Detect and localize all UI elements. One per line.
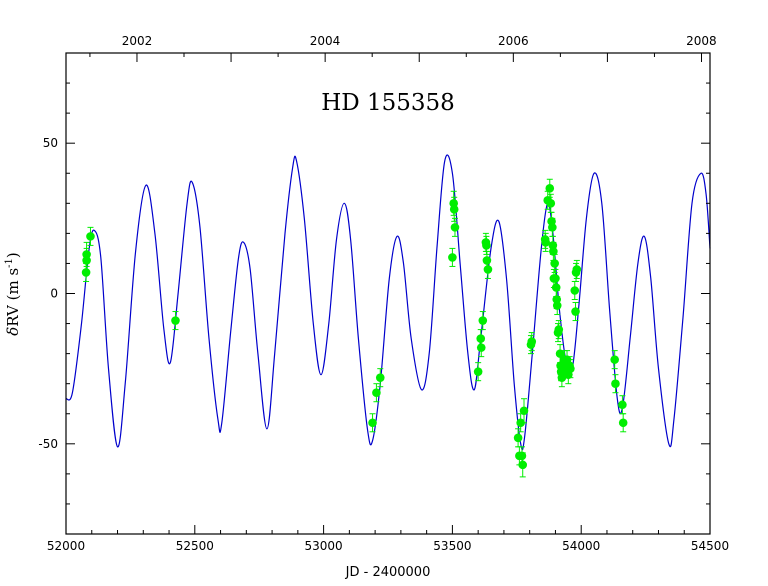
y-label-greek: δ — [4, 327, 22, 336]
data-marker — [549, 247, 558, 256]
chart-title: HD 155358 — [321, 90, 455, 116]
data-marker — [372, 388, 381, 398]
y-tick-label: 50 — [43, 136, 58, 150]
data-marker — [566, 364, 575, 373]
rv-data-point — [618, 395, 627, 415]
rv-data-point — [473, 362, 483, 382]
rv-data-point — [552, 296, 562, 316]
data-marker — [611, 379, 620, 388]
data-marker — [171, 316, 180, 325]
x-tick-label: 53500 — [433, 539, 471, 553]
rv-data-point — [519, 398, 529, 424]
data-marker — [517, 451, 527, 461]
data-marker — [572, 265, 582, 274]
top-year-label: 2004 — [310, 34, 341, 48]
rv-data-point — [572, 259, 582, 279]
data-marker — [375, 373, 385, 382]
data-marker — [473, 367, 483, 376]
data-marker — [483, 265, 493, 274]
y-label-exponent: -1 — [4, 258, 15, 268]
svg-text:δRV (m s-1): δRV (m s-1) — [4, 252, 22, 336]
data-marker — [519, 406, 529, 416]
y-tick-label: -50 — [38, 437, 58, 451]
y-label: δRV (m s-1) — [4, 252, 22, 336]
rv-data-point — [476, 338, 486, 358]
top-year-label: 2006 — [498, 34, 529, 48]
data-marker — [554, 325, 564, 334]
rv-data-point — [450, 217, 460, 237]
x-tick-label: 53000 — [305, 539, 343, 553]
rv-data-point — [449, 196, 459, 222]
plot-area — [65, 154, 711, 478]
rv-data-point — [81, 262, 91, 282]
rv-data-point — [86, 226, 95, 246]
x-tick-label: 54500 — [691, 539, 729, 553]
data-marker — [546, 199, 556, 208]
data-marker — [513, 433, 523, 443]
rv-data-point — [375, 368, 385, 388]
data-marker — [545, 183, 555, 193]
data-marker — [541, 238, 550, 247]
rv-data-point — [570, 280, 580, 301]
rv-data-point — [611, 374, 620, 394]
data-marker — [610, 355, 619, 364]
rv-data-point — [549, 241, 558, 261]
data-marker — [478, 316, 488, 325]
data-marker — [570, 286, 580, 295]
rv-data-point — [368, 413, 377, 433]
rv-data-point — [478, 311, 488, 331]
x-axis-label: JD - 2400000 — [345, 565, 431, 580]
rv-data-point — [618, 413, 628, 433]
y-tick-label: 0 — [50, 287, 58, 301]
data-marker — [476, 343, 486, 352]
data-marker — [516, 418, 525, 428]
rv-data-point — [541, 232, 550, 252]
data-marker — [618, 418, 628, 428]
rv-data-point — [518, 452, 528, 478]
data-marker — [551, 283, 561, 292]
rv-data-point — [171, 311, 180, 331]
y-label-main: RV (m s — [4, 268, 22, 327]
rv-data-point — [372, 383, 381, 403]
data-marker — [448, 253, 457, 262]
data-marker — [482, 241, 491, 250]
x-tick-label: 54000 — [562, 539, 600, 553]
data-marker — [368, 418, 377, 428]
data-marker — [618, 400, 627, 410]
data-marker — [518, 460, 528, 470]
rv-data-point — [483, 259, 493, 279]
data-marker — [449, 205, 459, 214]
data-marker — [571, 307, 580, 316]
data-marker — [86, 232, 95, 241]
data-marker — [552, 301, 562, 310]
rv-data-point — [571, 302, 580, 322]
data-marker — [527, 337, 537, 346]
x-tick-label: 52500 — [176, 539, 214, 553]
x-tick-label: 52000 — [47, 539, 85, 553]
data-marker — [450, 223, 460, 232]
rv-data-point — [554, 320, 564, 340]
keplerian-model-curve — [65, 154, 711, 451]
data-marker — [548, 223, 557, 232]
rv-data-point — [516, 413, 525, 433]
data-marker — [555, 349, 565, 358]
data-marker — [82, 256, 91, 265]
top-year-label: 2002 — [122, 34, 153, 48]
rv-data-point — [527, 332, 537, 352]
data-marker — [550, 259, 559, 268]
rv-data-point — [448, 247, 457, 267]
y-label-close: ) — [4, 252, 22, 258]
top-year-label: 2008 — [686, 34, 717, 48]
rv-data-point — [566, 359, 575, 379]
data-marker — [81, 268, 91, 277]
rv-data-point — [610, 350, 619, 370]
